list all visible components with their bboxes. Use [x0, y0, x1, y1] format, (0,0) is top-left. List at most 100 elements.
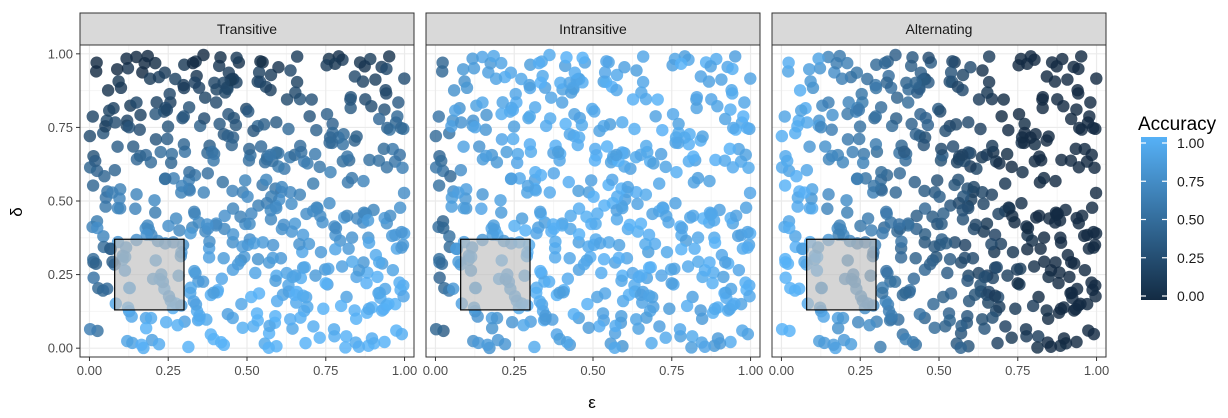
data-point	[598, 66, 612, 79]
data-point	[724, 103, 737, 116]
data-point	[91, 221, 104, 235]
data-point	[252, 66, 266, 79]
data-point	[890, 91, 904, 104]
data-point	[435, 154, 448, 168]
data-point	[452, 186, 465, 199]
data-point	[571, 138, 584, 152]
data-point	[495, 133, 509, 146]
data-point	[307, 320, 320, 333]
data-point	[196, 275, 210, 288]
data-point	[362, 302, 376, 316]
data-point	[254, 140, 268, 153]
data-point	[905, 117, 918, 131]
data-point	[978, 322, 991, 335]
data-point	[344, 90, 358, 104]
data-point	[1054, 302, 1068, 316]
data-point	[1049, 174, 1062, 188]
data-point	[1086, 121, 1100, 135]
data-point	[587, 190, 600, 203]
data-point	[889, 186, 902, 199]
data-point	[313, 160, 326, 174]
data-point	[328, 57, 342, 70]
data-point	[1057, 332, 1071, 345]
data-point	[143, 72, 157, 85]
data-point	[207, 286, 220, 299]
facet-label: Transitive	[217, 21, 277, 37]
data-point	[120, 52, 133, 65]
data-point	[729, 209, 743, 222]
legend-tick-label: 0.25	[1177, 250, 1204, 266]
data-point	[826, 108, 839, 122]
data-point	[666, 107, 680, 121]
data-point	[796, 242, 809, 255]
data-point	[1077, 229, 1091, 243]
data-point	[610, 68, 624, 82]
data-point	[247, 124, 260, 138]
data-point	[335, 260, 349, 273]
data-point	[1072, 87, 1085, 100]
data-point	[547, 167, 560, 180]
data-point	[1072, 62, 1085, 76]
data-point	[269, 274, 282, 287]
data-point	[485, 321, 499, 335]
color-legend: Accuracy 1.00 0.75 0.50 0.25 0.00	[1138, 114, 1217, 304]
data-point	[323, 197, 336, 210]
data-point	[1000, 147, 1014, 161]
data-point	[289, 86, 302, 99]
x-tick-label: 0.00	[77, 363, 102, 378]
data-point	[101, 84, 115, 97]
data-point	[885, 309, 898, 322]
data-point	[173, 224, 186, 237]
data-point	[976, 64, 989, 77]
data-point	[1032, 290, 1045, 304]
data-point	[444, 170, 457, 183]
x-tick-label: 0.25	[156, 363, 181, 378]
data-point	[831, 321, 845, 335]
data-point	[575, 118, 589, 132]
data-point	[294, 139, 307, 153]
facet-strip	[79, 12, 415, 46]
data-point	[1006, 245, 1020, 259]
data-point	[640, 139, 653, 153]
data-point	[215, 272, 229, 285]
data-point	[783, 221, 796, 235]
data-point	[934, 105, 947, 118]
x-tick-label: 0.00	[423, 363, 448, 378]
data-point	[111, 201, 124, 215]
data-point	[878, 56, 892, 70]
data-point	[357, 256, 370, 269]
data-point	[791, 200, 804, 213]
data-point	[615, 309, 628, 323]
legend-ticks: 1.00 0.75 0.50 0.25 0.00	[1141, 135, 1204, 304]
data-point	[1083, 110, 1096, 123]
data-point	[219, 86, 232, 99]
data-point	[1037, 171, 1051, 185]
data-point	[494, 194, 507, 207]
y-axis-ticks: 0.00 0.25 0.50 0.75 1.00	[48, 46, 80, 356]
data-point	[595, 266, 608, 280]
data-point	[436, 56, 449, 69]
data-point	[530, 227, 543, 240]
data-point	[447, 282, 460, 295]
data-point	[795, 104, 808, 117]
data-point	[935, 142, 948, 156]
data-point	[854, 219, 867, 233]
data-point	[226, 184, 239, 198]
data-point	[398, 72, 411, 85]
data-point	[988, 228, 1002, 242]
data-point	[961, 274, 974, 287]
x-tick-label: 1.00	[1084, 363, 1109, 378]
data-point	[742, 161, 755, 174]
data-point	[1018, 126, 1031, 140]
data-point	[946, 140, 960, 153]
data-point	[1005, 160, 1018, 174]
data-point	[169, 212, 183, 225]
data-point	[472, 336, 485, 350]
data-point	[928, 321, 941, 334]
data-point	[841, 56, 854, 70]
data-point	[1070, 282, 1084, 296]
data-point	[921, 118, 935, 132]
data-point	[134, 108, 147, 122]
data-point	[708, 236, 722, 249]
data-point	[395, 327, 409, 341]
